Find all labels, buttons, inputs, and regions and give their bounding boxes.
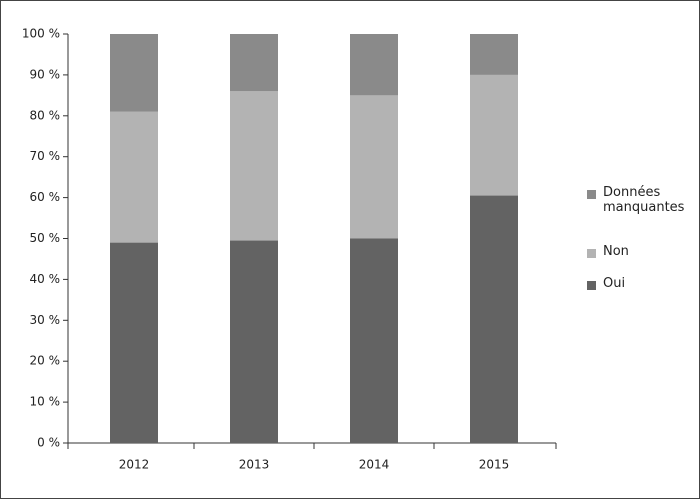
bar-segment [230,34,278,92]
y-tick-label: 80 % [30,108,61,122]
legend-swatch [587,190,596,199]
x-tick-label: 2015 [479,458,510,472]
y-tick-label: 50 % [30,231,61,245]
bar-segment [110,111,158,243]
x-tick-label: 2013 [239,458,270,472]
y-tick-label: 0 % [37,436,60,450]
legend-label: Oui [603,276,626,291]
legend-label: Données manquantes [603,185,685,215]
y-tick-label: 60 % [30,190,61,204]
x-tick-label: 2014 [359,458,390,472]
y-tick-label: 10 % [30,395,61,409]
bar-segment [470,195,518,443]
bar-segment [110,242,158,443]
y-tick-label: 100 % [22,27,60,41]
legend-item: Non [587,244,697,259]
legend-swatch [587,249,596,258]
bar-segment [350,95,398,239]
bar-segment [230,240,278,443]
legend-swatch [587,281,596,290]
y-tick-label: 20 % [30,354,61,368]
bar-segment [350,34,398,96]
y-tick-label: 90 % [30,67,61,81]
legend-label: Non [603,244,629,259]
bar-segment [110,34,158,112]
x-tick-label: 2012 [119,458,150,472]
legend-item: Oui [587,276,697,291]
y-tick-label: 40 % [30,272,61,286]
legend-item: Données manquantes [587,185,697,215]
y-tick-label: 30 % [30,313,61,327]
bar-segment [230,91,278,241]
y-tick-label: 70 % [30,149,61,163]
bar-segment [470,74,518,196]
bar-segment [350,238,398,443]
bar-segment [470,34,518,75]
